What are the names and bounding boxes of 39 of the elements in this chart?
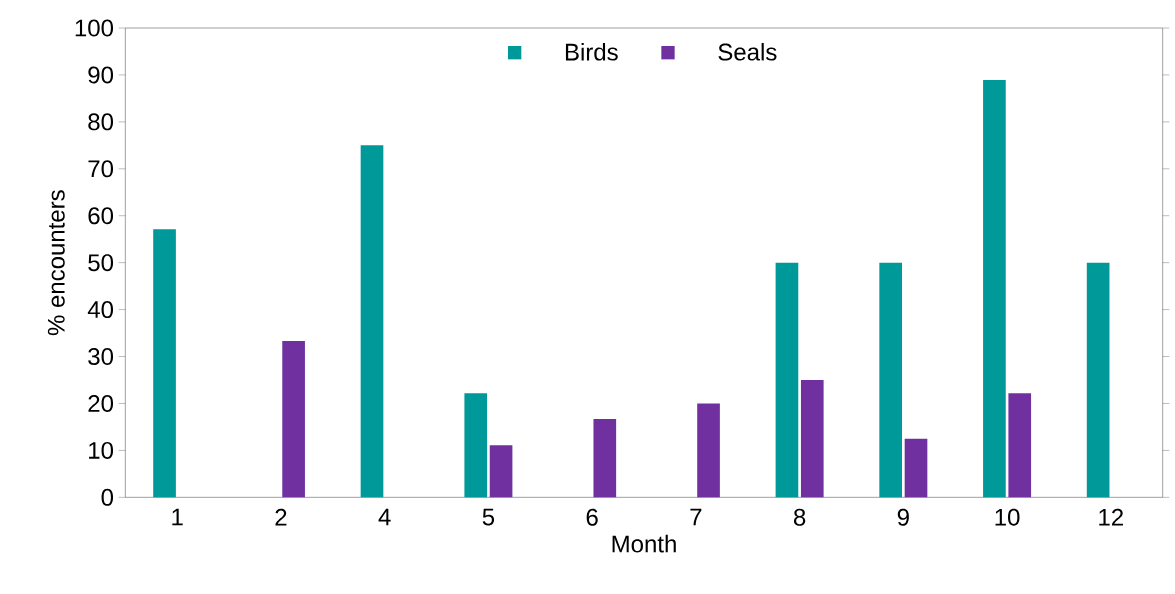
y-tick-label: 70 xyxy=(88,160,114,178)
bar xyxy=(904,438,928,498)
x-tick-label: 7 xyxy=(690,508,702,526)
x-tick-label: 4 xyxy=(378,508,391,526)
bar xyxy=(153,229,176,498)
legend-label: Seals xyxy=(718,42,777,61)
y-tick-label: 10 xyxy=(89,441,114,459)
y-tick-label: 50 xyxy=(88,254,114,272)
x-tick-label: 10 xyxy=(995,508,1020,526)
bar xyxy=(775,262,799,498)
bar xyxy=(800,380,824,498)
x-tick-label: 1 xyxy=(172,508,183,526)
x-tick-label: 2 xyxy=(275,508,287,526)
y-tick-label: 60 xyxy=(88,207,114,225)
bar xyxy=(983,80,1006,498)
y-tick-label: 0 xyxy=(101,488,114,506)
bar xyxy=(697,403,720,498)
bar xyxy=(489,445,513,498)
bar xyxy=(360,145,384,498)
x-tick-label: 5 xyxy=(482,508,495,526)
y-tick-label: 80 xyxy=(88,113,114,131)
y-tick-label: 90 xyxy=(88,66,114,84)
x-tick-label: 9 xyxy=(897,508,909,526)
y-tick-label: 30 xyxy=(88,348,114,366)
y-tick-label: 100 xyxy=(75,19,114,37)
y-axis-title: % encounters xyxy=(47,190,65,336)
y-tick-label: 20 xyxy=(88,394,114,412)
x-axis-title: Month xyxy=(612,534,676,553)
x-tick-label: 8 xyxy=(793,508,806,526)
y-tick-label: 40 xyxy=(87,301,114,319)
bar xyxy=(593,418,617,498)
bar xyxy=(879,262,903,498)
bar xyxy=(1008,393,1032,498)
bar xyxy=(1086,262,1110,498)
x-tick-label: 12 xyxy=(1099,508,1123,526)
x-tick-label: 6 xyxy=(586,508,598,526)
bar xyxy=(282,341,305,498)
bar xyxy=(464,393,488,498)
legend-label: Birds xyxy=(565,42,618,61)
